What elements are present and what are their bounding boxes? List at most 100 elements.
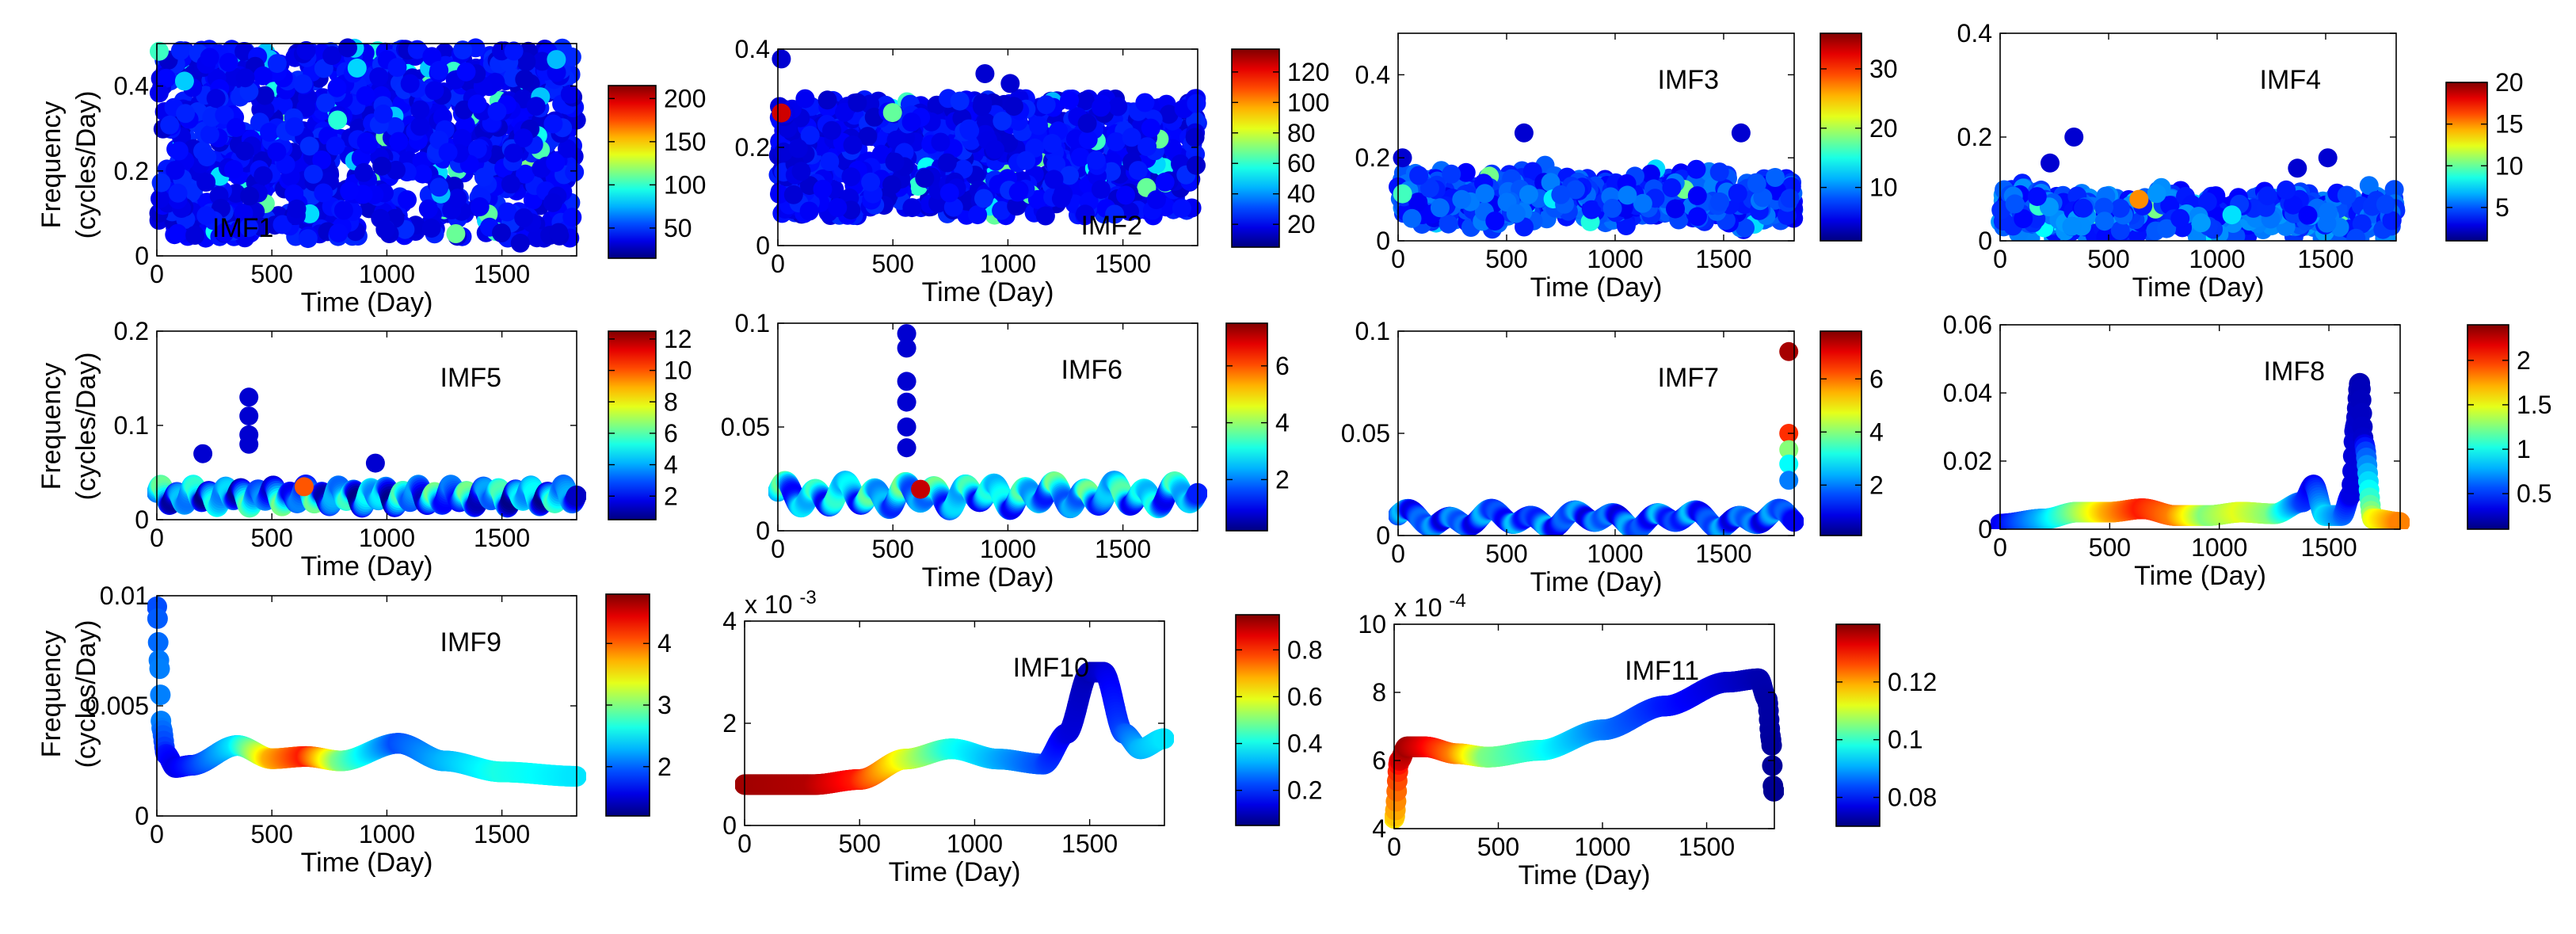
x-axis-label: Time (Day): [922, 277, 1054, 307]
data-point: [456, 62, 476, 82]
panel-title: IMF6: [1061, 355, 1122, 385]
data-point: [260, 122, 280, 142]
y-axis-label: Frequency (cycles/Day): [36, 90, 101, 238]
data-point: [185, 226, 205, 245]
data-point: [176, 104, 196, 124]
data-point: [1452, 189, 1472, 209]
data-point: [398, 190, 417, 210]
panel-title: IMF3: [1658, 65, 1719, 95]
x-tick-label: 500: [251, 260, 293, 288]
axes-box: [156, 43, 577, 257]
outlier-point: [193, 444, 213, 463]
data-point: [328, 110, 348, 130]
data-point: [861, 172, 881, 192]
colorbar-tick-label: 100: [664, 170, 706, 199]
data-point: [1163, 139, 1183, 158]
data-point: [2352, 214, 2372, 234]
data-point: [151, 173, 171, 193]
x-axis-label: Time (Day): [2132, 273, 2265, 303]
data-point: [200, 124, 219, 144]
data-point: [1016, 151, 1036, 170]
data-point: [1060, 166, 1080, 185]
data-point: [149, 83, 169, 103]
data-point: [2170, 208, 2190, 228]
data-point: [1128, 161, 1148, 181]
colorbar: [608, 330, 657, 520]
y-tick-label: 0.05: [721, 413, 770, 441]
data-point: [235, 68, 255, 88]
data-point: [1419, 178, 1439, 198]
data-point: [1747, 174, 1766, 193]
data-point: [562, 208, 582, 227]
y-axis-label: Frequency (cycles/Day): [36, 352, 101, 500]
data-point: [2094, 197, 2113, 217]
colorbar-tick-label: 8: [664, 387, 678, 416]
data-point: [2062, 216, 2082, 236]
x-tick-label: 500: [2087, 245, 2129, 273]
data-point: [168, 183, 188, 203]
data-point: [1075, 91, 1095, 111]
data-point: [547, 50, 566, 70]
data-point: [543, 114, 563, 134]
colorbar-tick-label: 4: [664, 451, 678, 479]
data-point: [356, 132, 376, 151]
data-point: [791, 162, 811, 181]
outlier-point: [772, 103, 791, 123]
data-point: [1051, 189, 1071, 208]
outlier-point: [1514, 123, 1534, 143]
x-tick-label: 0: [1391, 245, 1405, 273]
x-tick-label: 0: [150, 524, 164, 552]
y-tick-label: 0: [1978, 227, 1992, 255]
data-point: [215, 105, 234, 125]
y-tick-label: 0: [135, 505, 149, 534]
colorbar-tick-label: 40: [1287, 180, 1316, 208]
data-point: [558, 139, 577, 158]
y-tick-label: 0: [135, 242, 149, 270]
outlier-point: [897, 392, 916, 412]
y-axis-label-line2: (cycles/Day): [71, 352, 101, 500]
data-point: [993, 111, 1012, 131]
x-tick-label: 1000: [980, 535, 1036, 563]
outlier-point: [897, 417, 916, 437]
data-point: [1091, 180, 1111, 200]
outlier-point: [338, 38, 357, 58]
data-point: [549, 223, 569, 242]
colorbar-tick-label: 2: [664, 482, 678, 510]
data-point: [770, 185, 789, 204]
y-tick-label: 0.2: [735, 133, 770, 162]
data-point: [267, 54, 287, 74]
data-point: [985, 139, 1004, 159]
outlier-point: [2064, 128, 2084, 147]
outlier-point: [2129, 189, 2149, 209]
panel-title: IMF1: [212, 213, 273, 243]
data-point: [2319, 202, 2338, 222]
data-point: [931, 132, 951, 152]
x-tick-label: 0: [1993, 245, 2007, 273]
data-point: [902, 198, 922, 218]
x-tick-label: 1000: [2189, 245, 2245, 273]
colorbar: [1231, 48, 1280, 248]
data-point: [168, 223, 188, 243]
data-point: [298, 229, 318, 249]
data-point: [882, 103, 902, 123]
data-point: [452, 128, 472, 148]
data-point: [1640, 164, 1660, 184]
colorbar-tick-label: 2: [1275, 465, 1290, 494]
data-point: [407, 40, 427, 59]
colorbar-tick-label: 50: [664, 214, 692, 242]
outlier-point: [239, 387, 259, 407]
data-point: [196, 173, 216, 192]
data-point: [516, 164, 535, 184]
data-point: [446, 224, 466, 243]
data-point: [799, 201, 819, 221]
data-point: [504, 41, 524, 61]
data-point: [156, 68, 176, 88]
data-point: [1602, 199, 1622, 218]
colorbar-tick-label: 4: [1275, 409, 1290, 437]
data-point: [497, 202, 517, 222]
x-tick-label: 1000: [359, 524, 415, 552]
data-point: [410, 116, 430, 136]
data-point: [410, 100, 430, 120]
